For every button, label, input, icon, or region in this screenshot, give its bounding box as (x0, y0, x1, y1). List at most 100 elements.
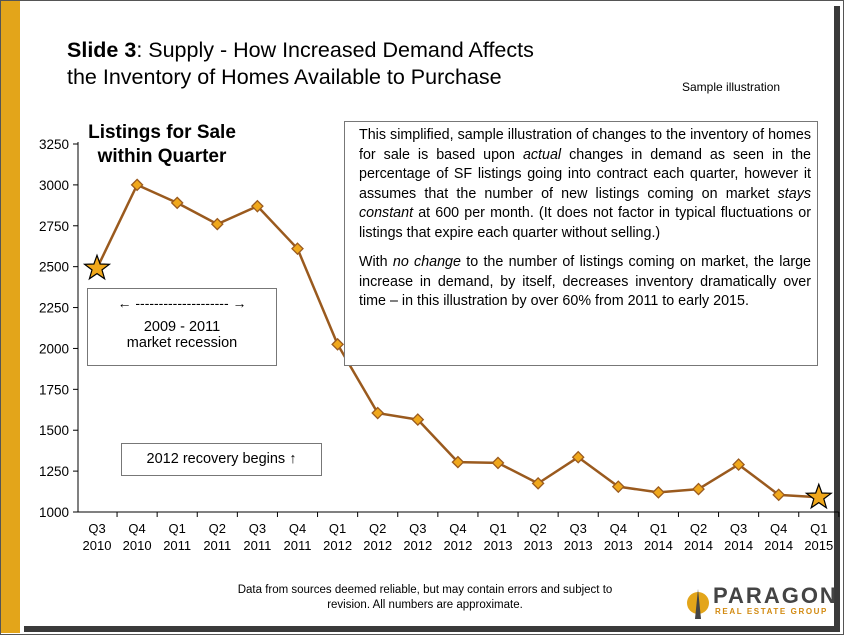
x-tick-label-quarter: Q4 (289, 521, 306, 536)
x-tick-label-year: 2014 (724, 538, 753, 553)
recession-years: 2009 - 2011 (143, 319, 221, 335)
x-tick-label-year: 2013 (604, 538, 633, 553)
x-tick-label-year: 2012 (443, 538, 472, 553)
p2-emphasis-no-change: no change (392, 254, 461, 270)
x-tick-label-quarter: Q4 (770, 521, 787, 536)
paragon-logo: PARAGON REAL ESTATE GROUP (686, 583, 836, 623)
data-point-diamond (491, 456, 505, 470)
p1-emphasis-actual: actual (522, 146, 562, 163)
data-point-diamond (531, 476, 545, 490)
x-tick-label-year: 2011 (163, 538, 191, 553)
slide-title-bold: Slide 3 (67, 38, 137, 62)
footer-line-1: Data from sources deemed reliable, but m… (237, 584, 613, 596)
x-tick-label-quarter: Q4 (128, 521, 145, 536)
x-tick-label-year: 2012 (403, 538, 432, 553)
x-tick-label-year: 2012 (323, 538, 352, 553)
data-point-diamond (772, 488, 786, 502)
explanation-paragraph-2: With no change to the number of listings… (359, 253, 811, 312)
slide-title-rest: : Supply - How Increased Demand Affects (136, 38, 534, 62)
data-point-diamond (611, 480, 625, 494)
x-tick-label-quarter: Q2 (369, 521, 386, 536)
series-listings (82, 178, 833, 510)
logo-name: PARAGON (713, 583, 838, 608)
chart-title: Listings for Sale within Quarter (82, 121, 242, 169)
p2-text-a: With (359, 254, 393, 270)
x-tick-label-quarter: Q1 (169, 521, 186, 536)
chart-title-line2: within Quarter (97, 146, 227, 167)
p1-text-b: changes in demand as seen in the percent… (359, 146, 811, 202)
data-point-diamond (732, 458, 746, 471)
slide-shadow-right (834, 6, 840, 632)
data-point-diamond (331, 337, 345, 351)
slide-shadow-bottom (24, 626, 840, 632)
x-tick-label-year: 2013 (564, 538, 593, 553)
x-axis: Q3 2010 Q4 2010 Q1 2011 Q2 2011 Q3 2011 Q4 2011 Q1 20… (78, 511, 840, 553)
x-tick-label-year: 2011 (243, 538, 271, 553)
y-tick-label: 2750 (39, 219, 69, 234)
x-tick-label-quarter: Q3 (88, 521, 105, 536)
y-axis: 1000 1250 1500 1750 2000 2250 2500 2750 3000 3250 (39, 137, 79, 520)
data-point-diamond (692, 482, 705, 496)
x-tick-label-quarter: Q1 (329, 521, 346, 536)
x-tick-label-year: 2013 (484, 538, 513, 553)
logo-tagline: REAL ESTATE GROUP (715, 607, 828, 616)
x-tick-label-quarter: Q3 (409, 521, 426, 536)
x-tick-label-year: 2014 (684, 538, 713, 553)
data-point-diamond (411, 413, 425, 427)
data-point-diamond (451, 455, 465, 469)
data-point-diamond (651, 485, 665, 499)
x-tick-label-quarter: Q4 (449, 521, 466, 536)
x-tick-label-year: 2010 (83, 538, 112, 553)
x-tick-label-year: 2010 (123, 538, 152, 553)
p1-text-c: at 600 per month. (It does not factor in… (359, 205, 811, 241)
footer-disclaimer: Data from sources deemed reliable, but m… (200, 583, 650, 613)
x-tick-label-year: 2013 (524, 538, 553, 553)
x-tick-label-year: 2012 (363, 538, 392, 553)
x-tick-label-year: 2015 (804, 538, 833, 553)
y-tick-label: 2250 (39, 301, 69, 316)
left-arrow-icon: ← (117, 295, 132, 311)
y-tick-label: 2500 (39, 260, 69, 275)
y-tick-label: 1000 (39, 505, 69, 520)
y-tick-label: 1500 (39, 423, 69, 438)
explanation-paragraph-1: This simplified, sample illustration of … (359, 126, 811, 243)
logo-tower-icon (687, 589, 709, 619)
y-tick-label: 1750 (39, 382, 69, 397)
data-point-star (82, 253, 112, 281)
sample-illustration-label: Sample illustration (682, 80, 781, 94)
recession-label: market recession (126, 335, 238, 351)
data-point-diamond (210, 217, 224, 231)
p1-text-a: This simplified, sample illustration of … (359, 127, 811, 163)
x-tick-label-quarter: Q2 (209, 521, 226, 536)
data-point-star (804, 482, 833, 510)
right-arrow-icon: → (232, 295, 247, 311)
accent-sidebar (1, 1, 20, 633)
data-point-diamond (170, 196, 184, 210)
x-tick-label-year: 2011 (203, 538, 231, 553)
footer-line-2: revision. All numbers are approximate. (327, 599, 523, 611)
x-tick-label-quarter: Q3 (570, 521, 587, 536)
x-tick-label-quarter: Q2 (529, 521, 546, 536)
recession-arrow-row: ← -------------------- → (88, 295, 276, 311)
y-tick-label: 3250 (39, 137, 69, 152)
recovery-annotation: 2012 recovery begins ↑ (121, 443, 322, 476)
y-tick-label: 1250 (39, 464, 69, 479)
data-point-diamond (291, 242, 304, 256)
data-point-diamond (371, 406, 385, 420)
x-tick-label-quarter: Q1 (489, 521, 506, 536)
y-tick-label: 3000 (39, 178, 69, 193)
x-tick-label-year: 2011 (284, 538, 312, 553)
x-tick-label-quarter: Q1 (650, 521, 667, 536)
data-point-diamond (250, 199, 264, 213)
slide-title: Slide 3: Supply - How Increased Demand A… (67, 37, 534, 91)
chart-title-line1: Listings for Sale (88, 122, 236, 143)
x-tick-label-quarter: Q4 (610, 521, 627, 536)
data-point-diamond (130, 178, 144, 192)
y-tick-label: 2000 (39, 341, 69, 356)
p1-emphasis-stays-constant: stays constant (359, 185, 811, 222)
x-tick-label-quarter: Q3 (730, 521, 747, 536)
data-point-diamond (571, 450, 585, 464)
x-tick-label-year: 2014 (644, 538, 673, 553)
explanation-textbox: This simplified, sample illustration of … (344, 121, 818, 366)
